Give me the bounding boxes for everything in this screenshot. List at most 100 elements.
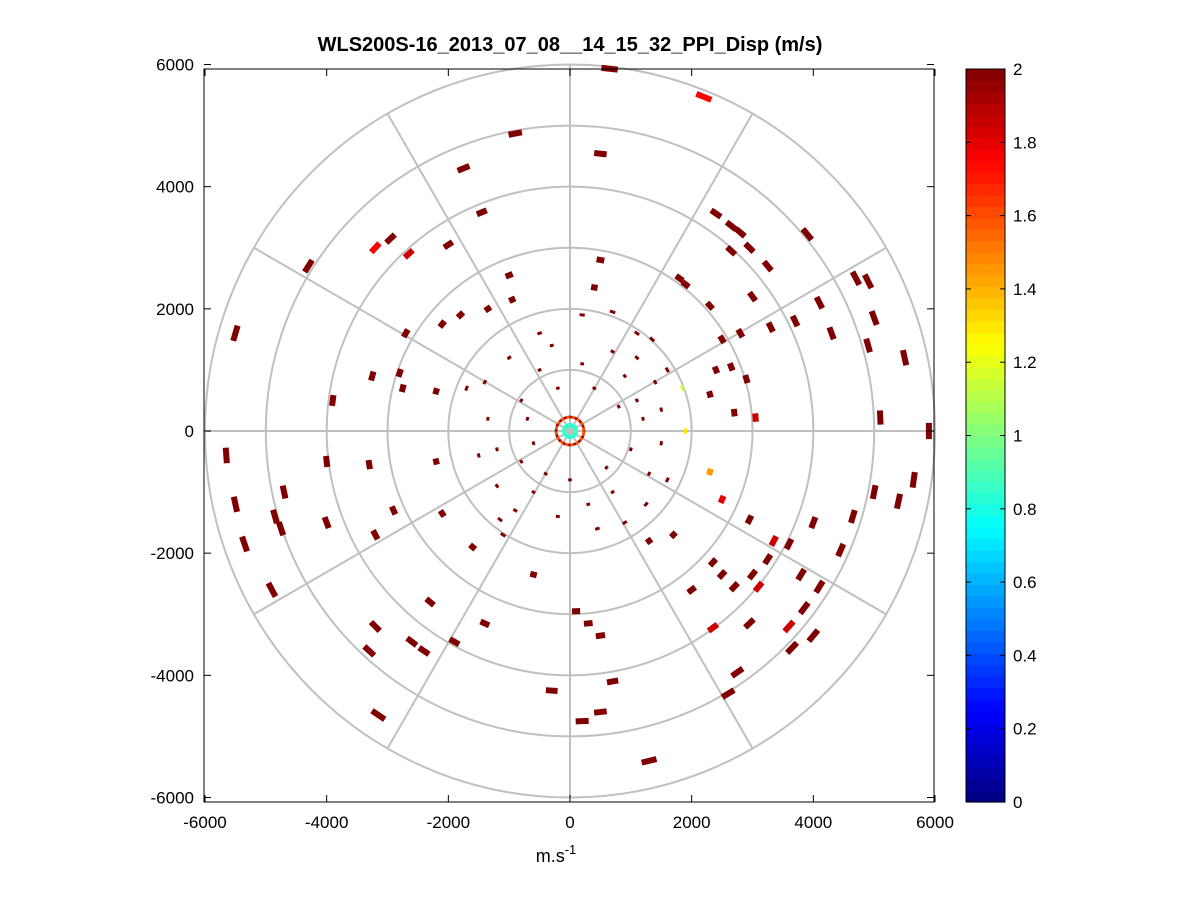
colorbar-level-33 [966, 412, 1005, 425]
center-gate-outer-15 [562, 416, 567, 421]
data-point-150 [659, 440, 664, 446]
data-point-69 [835, 542, 847, 558]
y-tick-label-4: -2000 [151, 544, 194, 563]
data-point-18 [800, 227, 814, 242]
data-point-137 [531, 489, 536, 495]
colorbar-level-7 [966, 710, 1005, 723]
data-point-140 [506, 355, 512, 361]
data-point-100 [468, 542, 478, 552]
center-gate-outer-4 [580, 422, 584, 427]
plot-frame [203, 68, 935, 803]
data-point-24 [863, 337, 873, 354]
data-point-103 [365, 459, 373, 470]
data-point-130 [644, 536, 654, 546]
chart-title: WLS200S-16_2013_07_08__14_15_32_PPI_Disp… [318, 34, 823, 56]
data-point-7 [384, 232, 397, 245]
center-gate-outer-38 [571, 442, 576, 447]
colorbar-tick-label-6: 1.2 [1013, 353, 1037, 372]
x-tick-label-3: 0 [565, 813, 574, 832]
data-point-158 [495, 447, 499, 452]
data-point-91 [230, 496, 240, 513]
colorbar-tick-label-3: 0.6 [1013, 573, 1037, 592]
data-point-32 [674, 273, 685, 284]
colorbar-level-16 [966, 607, 1005, 620]
y-tick-label-5: -4000 [151, 666, 194, 685]
center-gate-outer-10 [571, 415, 576, 420]
colorbar-level-4 [966, 744, 1005, 757]
data-point-102 [323, 455, 331, 468]
data-point-70 [730, 666, 745, 679]
data-point-74 [575, 717, 589, 725]
data-point-81 [479, 618, 491, 629]
center-gate-outer-22 [554, 425, 559, 430]
colorbar-tick-label-0: 0 [1013, 793, 1022, 812]
colorbar-level-19 [966, 572, 1005, 585]
x-tick-label-5: 4000 [794, 813, 832, 832]
center-gate-outer-39 [573, 441, 578, 446]
data-point-152 [580, 362, 585, 366]
colorbar-level-58 [966, 126, 1005, 139]
data-point-124 [659, 407, 664, 413]
center-gate-outer-2 [581, 425, 586, 430]
y-tick-label-0: 6000 [156, 56, 194, 75]
data-point-106 [329, 394, 337, 407]
data-point-121 [609, 309, 616, 315]
grid-spoke-30 [569, 246, 887, 432]
data-point-20 [862, 273, 875, 290]
grid-spoke-240 [386, 430, 571, 749]
data-point-4 [456, 163, 471, 174]
colorbar-level-45 [966, 275, 1005, 288]
data-point-77 [595, 631, 606, 640]
data-point-68 [909, 471, 918, 489]
data-point-25 [789, 314, 801, 328]
data-point-128 [664, 476, 670, 483]
data-point-29 [717, 334, 727, 345]
data-point-127 [646, 471, 652, 477]
data-point-57 [806, 628, 821, 644]
data-point-141 [549, 343, 554, 348]
data-point-162 [664, 366, 670, 373]
data-point-126 [628, 447, 633, 452]
x-tick-label-0: -6000 [183, 813, 226, 832]
data-point-90 [239, 535, 250, 553]
data-point-37 [706, 390, 714, 399]
data-point-145 [592, 386, 597, 391]
data-point-159 [622, 373, 628, 379]
data-point-92 [222, 447, 230, 464]
data-point-54 [797, 601, 811, 616]
colorbar-level-51 [966, 206, 1005, 219]
colorbar-level-27 [966, 481, 1005, 494]
data-point-87 [362, 644, 377, 658]
colorbar-level-35 [966, 389, 1005, 402]
data-point-23 [868, 310, 880, 326]
data-point-10 [302, 258, 315, 274]
colorbar-tick-label-10: 2 [1013, 60, 1022, 79]
center-gate-outer-6 [577, 419, 582, 424]
data-point-129 [668, 530, 678, 540]
colorbar-level-59 [966, 114, 1005, 127]
data-point-122 [634, 355, 640, 361]
data-point-132 [633, 330, 640, 337]
colorbar-level-56 [966, 149, 1005, 162]
data-point-143 [586, 502, 591, 507]
x-tick-label-6: 6000 [916, 813, 954, 832]
data-point-144 [604, 465, 609, 471]
axis-ticks [204, 64, 936, 802]
data-point-135 [494, 483, 500, 489]
data-point-80 [529, 570, 538, 579]
data-point-40 [876, 410, 884, 425]
colorbar-tick-label-8: 1.6 [1013, 207, 1037, 226]
center-gate-outer-31 [559, 440, 564, 445]
center-gate-outer-7 [576, 417, 581, 422]
data-point-33 [900, 349, 910, 366]
data-point-50 [746, 568, 759, 581]
colorbar-level-10 [966, 676, 1005, 689]
data-point-114 [483, 304, 493, 314]
colorbar-level-30 [966, 446, 1005, 460]
data-point-26 [765, 321, 776, 334]
y-tick-label-2: 2000 [156, 300, 194, 319]
plot-area [203, 63, 936, 803]
data-point-117 [464, 385, 469, 392]
data-point-94 [270, 509, 280, 525]
center-gate-outer-21 [555, 423, 560, 428]
